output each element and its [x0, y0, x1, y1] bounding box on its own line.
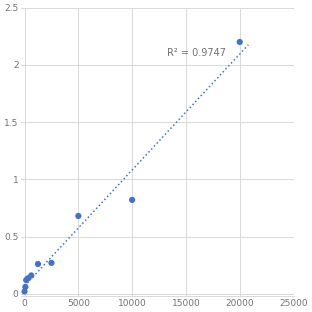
Point — [29, 273, 34, 278]
Point — [237, 40, 242, 45]
Point — [24, 278, 29, 283]
Point — [25, 276, 30, 281]
Point — [49, 261, 54, 266]
Point — [23, 285, 28, 290]
Point — [76, 213, 81, 218]
Point — [36, 261, 41, 266]
Point — [130, 197, 135, 202]
Text: R² = 0.9747: R² = 0.9747 — [167, 48, 226, 58]
Point — [22, 289, 27, 294]
